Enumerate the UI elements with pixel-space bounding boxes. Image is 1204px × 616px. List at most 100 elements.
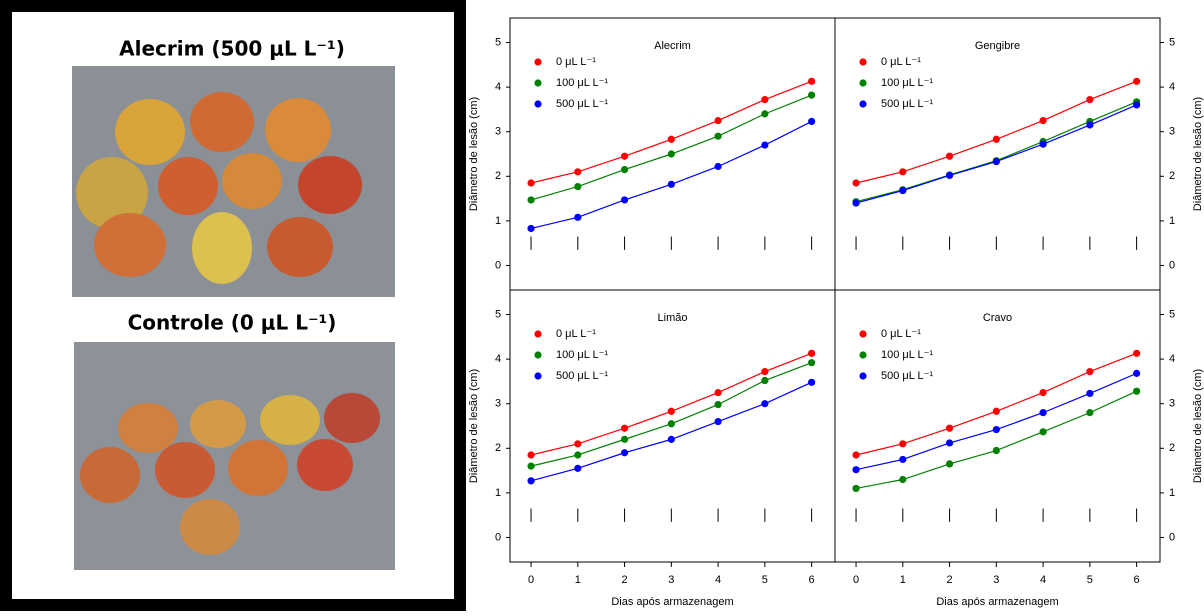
data-point — [574, 451, 582, 459]
y-axis-label: Diâmetro de lesão (cm) — [1192, 97, 1204, 211]
x-tick-label: 6 — [809, 574, 815, 586]
data-point — [808, 91, 816, 99]
data-point — [527, 477, 535, 485]
legend-label: 100 μL L⁻¹ — [881, 349, 933, 361]
legend-marker — [859, 372, 867, 380]
data-point — [527, 462, 535, 470]
panel-title: Limão — [658, 312, 688, 324]
legend-label: 100 μL L⁻¹ — [556, 77, 608, 89]
y-tick-label: 1 — [1169, 487, 1175, 499]
data-point — [1086, 389, 1094, 398]
data-point — [761, 110, 769, 118]
y-tick-label: 0 — [495, 531, 501, 543]
y-tick-label: 4 — [1169, 353, 1175, 365]
data-point — [574, 182, 582, 191]
legend-label: 100 μL L⁻¹ — [881, 77, 933, 89]
legend-label: 0 μL L⁻¹ — [881, 328, 921, 340]
data-point — [527, 224, 535, 233]
y-tick-label: 1 — [495, 487, 501, 499]
legend-marker — [859, 58, 867, 66]
data-point — [1039, 428, 1047, 436]
data-point — [1086, 368, 1094, 376]
y-tick-label: 0 — [1169, 531, 1175, 543]
legend-marker — [534, 372, 542, 380]
series-line — [855, 352, 1137, 456]
panel-title: Alecrim — [654, 40, 691, 52]
data-point — [667, 420, 675, 428]
legend-marker — [534, 100, 542, 108]
photo-label: Controle (0 μL L⁻¹) — [128, 311, 337, 335]
data-point — [667, 135, 675, 143]
y-axis-label: Diâmetro de lesão (cm) — [468, 369, 480, 483]
y-tick-label: 3 — [1169, 398, 1175, 410]
y-axis-label: Diâmetro de lesão (cm) — [468, 97, 480, 211]
series-line — [530, 381, 812, 482]
x-tick-label: 2 — [622, 574, 628, 586]
legend-marker — [859, 100, 867, 108]
data-point — [761, 96, 769, 104]
legend-label: 100 μL L⁻¹ — [556, 349, 608, 361]
data-point — [945, 152, 954, 160]
legend-marker — [859, 79, 867, 87]
x-tick-label: 4 — [715, 574, 721, 586]
data-point — [852, 484, 860, 493]
data-point — [667, 180, 675, 188]
data-point — [1133, 349, 1141, 357]
x-tick-label: 2 — [947, 574, 953, 586]
y-tick-label: 0 — [1169, 259, 1175, 271]
data-point — [574, 168, 582, 176]
data-point — [761, 368, 769, 376]
x-tick-label: 3 — [993, 574, 999, 586]
y-tick-label: 5 — [1169, 308, 1175, 320]
y-tick-label: 5 — [495, 308, 501, 320]
x-tick-label: 5 — [1087, 574, 1093, 586]
legend-label: 500 μL L⁻¹ — [881, 370, 933, 382]
data-point — [714, 116, 722, 125]
data-point — [574, 440, 582, 448]
series-line — [855, 372, 1137, 471]
data-point — [667, 407, 675, 415]
x-tick-label: 4 — [1040, 574, 1046, 586]
data-point — [1039, 116, 1047, 125]
y-tick-label: 2 — [1169, 442, 1175, 454]
data-point — [761, 400, 769, 408]
data-point — [992, 446, 1000, 455]
data-point — [620, 196, 629, 204]
data-point — [620, 166, 629, 174]
y-tick-label: 2 — [1169, 170, 1175, 182]
data-point — [899, 455, 907, 464]
data-point — [992, 157, 1000, 166]
data-point — [620, 152, 629, 160]
data-point — [852, 466, 860, 474]
legend-marker — [534, 351, 542, 359]
data-point — [808, 349, 816, 357]
data-point — [852, 199, 860, 207]
legend-marker — [859, 351, 867, 359]
x-tick-label: 5 — [762, 574, 768, 586]
data-point — [852, 179, 860, 187]
series-line — [855, 101, 1137, 203]
x-tick-label: 6 — [1134, 574, 1140, 586]
x-tick-label: 3 — [668, 574, 674, 586]
data-point — [899, 475, 907, 484]
legend-marker — [534, 58, 542, 66]
x-tick-label: 0 — [853, 574, 859, 586]
series-line — [855, 390, 1137, 490]
y-tick-label: 3 — [1169, 126, 1175, 138]
legend-label: 500 μL L⁻¹ — [881, 98, 933, 110]
y-axis-label: Diâmetro de lesão (cm) — [1192, 369, 1204, 483]
y-tick-label: 1 — [495, 215, 501, 227]
data-point — [527, 179, 535, 187]
legend-label: 500 μL L⁻¹ — [556, 370, 608, 382]
data-point — [714, 388, 722, 397]
data-point — [899, 168, 907, 176]
y-tick-label: 1 — [1169, 215, 1175, 227]
legend-marker — [859, 330, 867, 338]
series-line — [855, 80, 1137, 184]
data-point — [1039, 140, 1047, 148]
data-point — [667, 435, 675, 443]
data-point — [1039, 409, 1047, 417]
data-point — [1133, 387, 1141, 395]
data-point — [574, 464, 582, 472]
